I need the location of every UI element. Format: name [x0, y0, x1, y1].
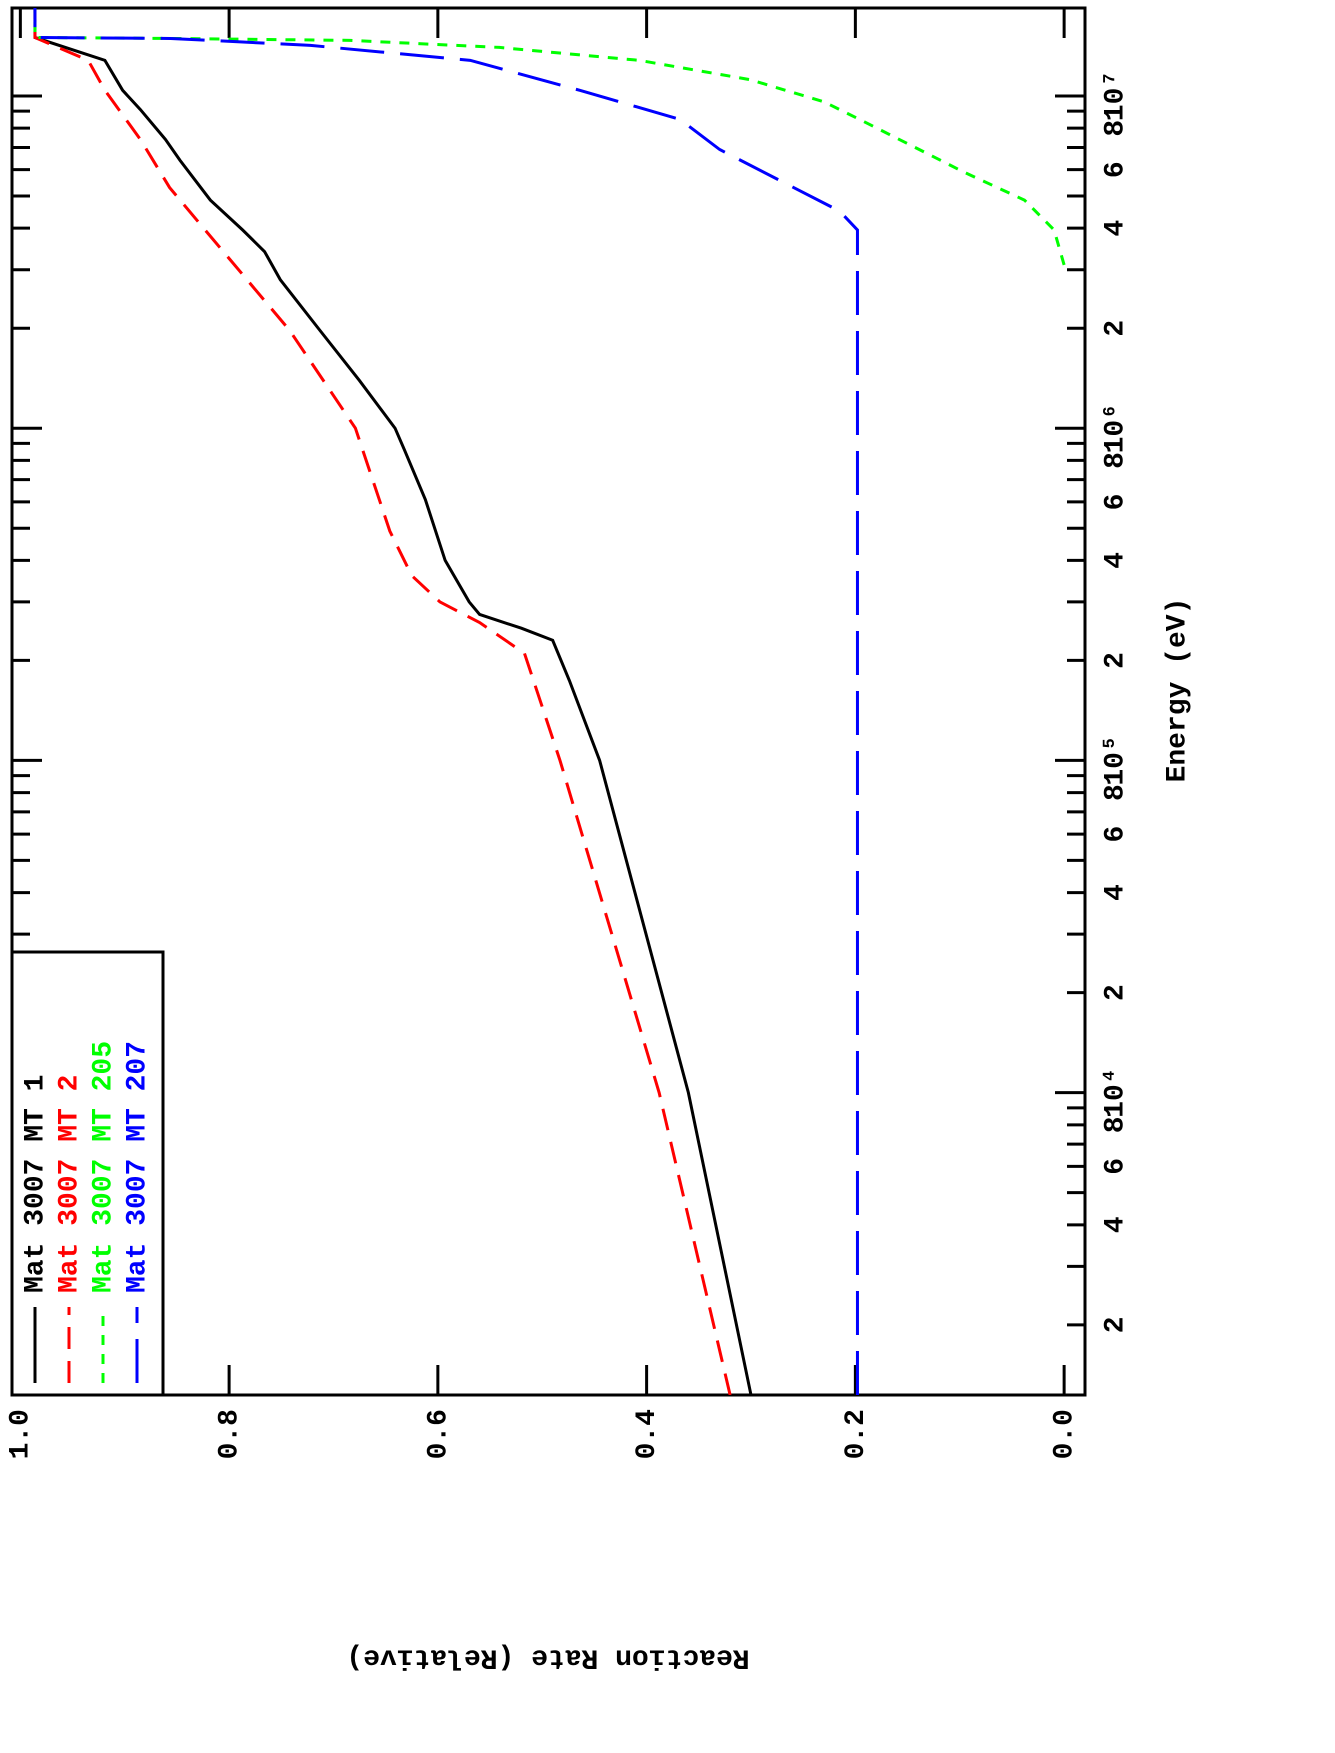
legend-label: Mat 3007 MT 1 [20, 1075, 51, 1293]
plot-frame [10, 6, 1087, 1397]
series-line [33, 8, 1066, 266]
x-tick-label: 8 [1100, 784, 1131, 801]
x-tick-label: 4 [1100, 1216, 1131, 1233]
y-axis-label: Reaction Rate (Relative) [346, 1642, 749, 1673]
x-tick-label: 8 [1100, 120, 1131, 137]
x-tick-label: 4 [1100, 884, 1131, 901]
legend-label: Mat 3007 MT 205 [88, 1041, 119, 1293]
x-tick-label: 10⁶ [1100, 403, 1131, 453]
y-tick-label: 1.0 [6, 1409, 37, 1459]
x-tick-label: 10⁷ [1100, 71, 1131, 121]
series-line [33, 8, 859, 1395]
x-tick-label: 6 [1100, 826, 1131, 843]
y-tick-label: 0.4 [632, 1409, 663, 1459]
y-tick-label: 0.8 [214, 1409, 245, 1459]
x-tick-label: 2 [1100, 1316, 1131, 1333]
x-tick-label: 2 [1100, 652, 1131, 669]
x-tick-label: 6 [1100, 493, 1131, 510]
series-line [33, 8, 732, 1395]
y-tick-label: 0.6 [423, 1409, 454, 1459]
x-tick-label: 2 [1100, 984, 1131, 1001]
legend-box [10, 950, 165, 1397]
legend-label: Mat 3007 MT 207 [122, 1041, 153, 1293]
y-tick-label: 0.2 [841, 1409, 872, 1459]
legend-label: Mat 3007 MT 2 [54, 1075, 85, 1293]
x-tick-label: 10⁵ [1100, 735, 1131, 785]
y-tick-label: 0.0 [1050, 1409, 1081, 1459]
series-line [33, 8, 753, 1395]
x-tick-label: 6 [1100, 161, 1131, 178]
series-group [33, 8, 1066, 1395]
x-tick-label: 4 [1100, 552, 1131, 569]
x-tick-label: 8 [1100, 452, 1131, 469]
x-tick-label: 2 [1100, 320, 1131, 337]
x-tick-label: 4 [1100, 220, 1131, 237]
x-axis-label: Energy (eV) [1162, 598, 1193, 783]
x-tick-label: 10⁴ [1100, 1067, 1131, 1117]
x-tick-label: 6 [1100, 1158, 1131, 1175]
rotated-plot: Energy (eV) Reaction Rate (Relative) 2 4 6… [6, 6, 1193, 1673]
x-tick-label: 8 [1100, 1116, 1131, 1133]
